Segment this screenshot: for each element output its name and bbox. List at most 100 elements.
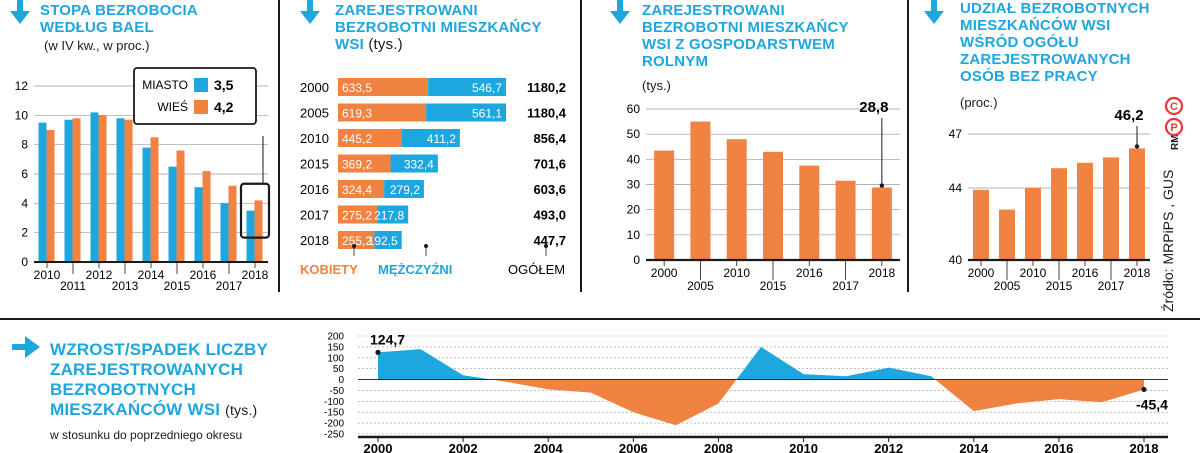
x-tick-label: 2018 xyxy=(1130,441,1159,453)
x-tick-label: 2005 xyxy=(687,279,714,292)
y-tick-label: 50 xyxy=(627,127,641,141)
arrow-down-icon xyxy=(610,0,630,24)
bar-mezczyzni xyxy=(374,231,402,249)
x-tick-label: 2017 xyxy=(216,279,243,292)
y-tick-label: 10 xyxy=(627,228,641,242)
row-year-label: 2018 xyxy=(300,233,329,248)
svg-text:P: P xyxy=(1170,122,1177,134)
x-tick-label: 2014 xyxy=(959,441,989,453)
bar xyxy=(1129,148,1145,260)
bar xyxy=(1077,162,1093,260)
bar-miasto xyxy=(220,203,229,262)
bar xyxy=(999,209,1015,260)
x-tick-label: 2015 xyxy=(164,279,191,292)
bar-mezczyzni xyxy=(377,205,409,224)
bar-miasto xyxy=(142,147,151,262)
x-tick-label: 2016 xyxy=(190,268,217,282)
bar-miasto xyxy=(38,122,47,262)
highlight-value: 28,8 xyxy=(859,99,888,116)
y-tick-label: -150 xyxy=(324,408,344,419)
y-tick-label: 6 xyxy=(21,167,28,181)
bar-wieś xyxy=(228,185,237,262)
x-tick-label: 2013 xyxy=(112,279,139,292)
bar xyxy=(763,151,783,260)
legend-label: MĘŻCZYŹNI xyxy=(378,262,452,277)
legend-swatch xyxy=(194,78,208,92)
connector-dot xyxy=(544,244,548,248)
x-tick-label: 2010 xyxy=(1020,266,1047,280)
bar-value-label: 561,1 xyxy=(472,107,502,121)
x-tick-label: 2018 xyxy=(242,268,269,282)
y-tick-label: 40 xyxy=(949,253,963,267)
total-value-label: 856,4 xyxy=(533,131,566,146)
highlight-value: 46,2 xyxy=(1114,108,1143,124)
row-year-label: 2000 xyxy=(300,80,329,95)
y-tick-label: 10 xyxy=(15,108,29,122)
y-tick-label: 30 xyxy=(627,178,641,192)
panel-divider xyxy=(907,0,909,292)
y-tick-label: 44 xyxy=(949,181,963,195)
panel-title: STOPA BEZROBOCIA WEDŁUG BAEL xyxy=(40,2,198,36)
bar-kobiety xyxy=(338,231,375,249)
area-positive xyxy=(378,346,936,380)
x-tick-label: 2011 xyxy=(60,279,86,292)
bar-wieś xyxy=(72,118,81,262)
bar-wieś xyxy=(254,200,263,262)
bar-kobiety xyxy=(338,129,402,147)
y-tick-label: 200 xyxy=(327,332,344,343)
y-tick-label: 4 xyxy=(21,196,28,210)
panel-title: ZAREJESTROWANI BEZROBOTNI MIESZKAŃCY WSI… xyxy=(335,2,542,53)
legend-label: MIASTO xyxy=(142,78,188,92)
highlight-box xyxy=(239,182,271,239)
bar-value-label: 633,5 xyxy=(342,81,372,95)
x-tick-label: 2000 xyxy=(968,266,995,280)
x-tick-label: 2002 xyxy=(449,441,478,453)
bar-wieś xyxy=(124,119,133,262)
bar xyxy=(654,150,675,260)
arrow-down-icon xyxy=(924,0,944,24)
bar-wieś xyxy=(98,115,107,262)
x-tick-label: 2010 xyxy=(789,441,818,453)
x-tick-label: 2012 xyxy=(86,268,113,282)
x-tick-label: 2000 xyxy=(651,266,678,280)
y-tick-label: 100 xyxy=(327,353,344,364)
panel-title: UDZIAŁ BEZROBOTNYCH MIESZKAŃCÓW WSI WŚRÓ… xyxy=(960,0,1150,85)
bar xyxy=(690,121,711,260)
y-tick-label: 150 xyxy=(327,342,344,353)
total-value-label: 603,6 xyxy=(533,182,566,197)
bar-mezczyzni xyxy=(401,129,460,147)
y-tick-label: 60 xyxy=(627,102,641,116)
x-tick-label: 2015 xyxy=(1046,279,1073,292)
unit-label: (proc.) xyxy=(960,95,998,110)
row-year-label: 2016 xyxy=(300,182,329,197)
point-marker xyxy=(375,349,381,355)
y-tick-label: -50 xyxy=(330,386,345,397)
y-tick-label: 40 xyxy=(627,152,641,166)
x-tick-label: 2015 xyxy=(760,279,787,292)
row-year-label: 2015 xyxy=(300,157,329,172)
legend-label: KOBIETY xyxy=(300,262,358,277)
copyright-logo-icon: C P xyxy=(1164,96,1184,137)
total-value-label: 447,7 xyxy=(533,233,566,248)
y-tick-label: 20 xyxy=(627,203,641,217)
bar-wieś xyxy=(202,171,211,262)
row-year-label: 2010 xyxy=(300,131,329,146)
bar-value-label: 275,2 xyxy=(342,209,372,223)
y-tick-label: -100 xyxy=(324,397,344,408)
bar-value-label: 279,2 xyxy=(390,183,420,197)
leader-dot xyxy=(1134,144,1140,149)
x-tick-label: 2005 xyxy=(994,279,1021,292)
stacked-bar-chart: 2000 633,5 546,7 1180,2 2005 619,3 561,1 1180,4… xyxy=(300,78,567,277)
row-year-label: 2017 xyxy=(300,208,329,223)
bar-wieś xyxy=(46,130,55,262)
bar-value-label: 217,8 xyxy=(374,209,404,223)
y-tick-label: 0 xyxy=(633,253,640,267)
unit-label: (tys.) xyxy=(642,78,671,93)
total-value-label: 493,0 xyxy=(533,208,566,223)
panel-title: ZAREJESTROWANI BEZROBOTNI MIESZKAŃCY WSI… xyxy=(642,2,849,70)
total-value-label: 701,6 xyxy=(533,157,566,172)
x-tick-label: 2016 xyxy=(796,266,823,280)
x-tick-label: 2008 xyxy=(704,441,733,453)
